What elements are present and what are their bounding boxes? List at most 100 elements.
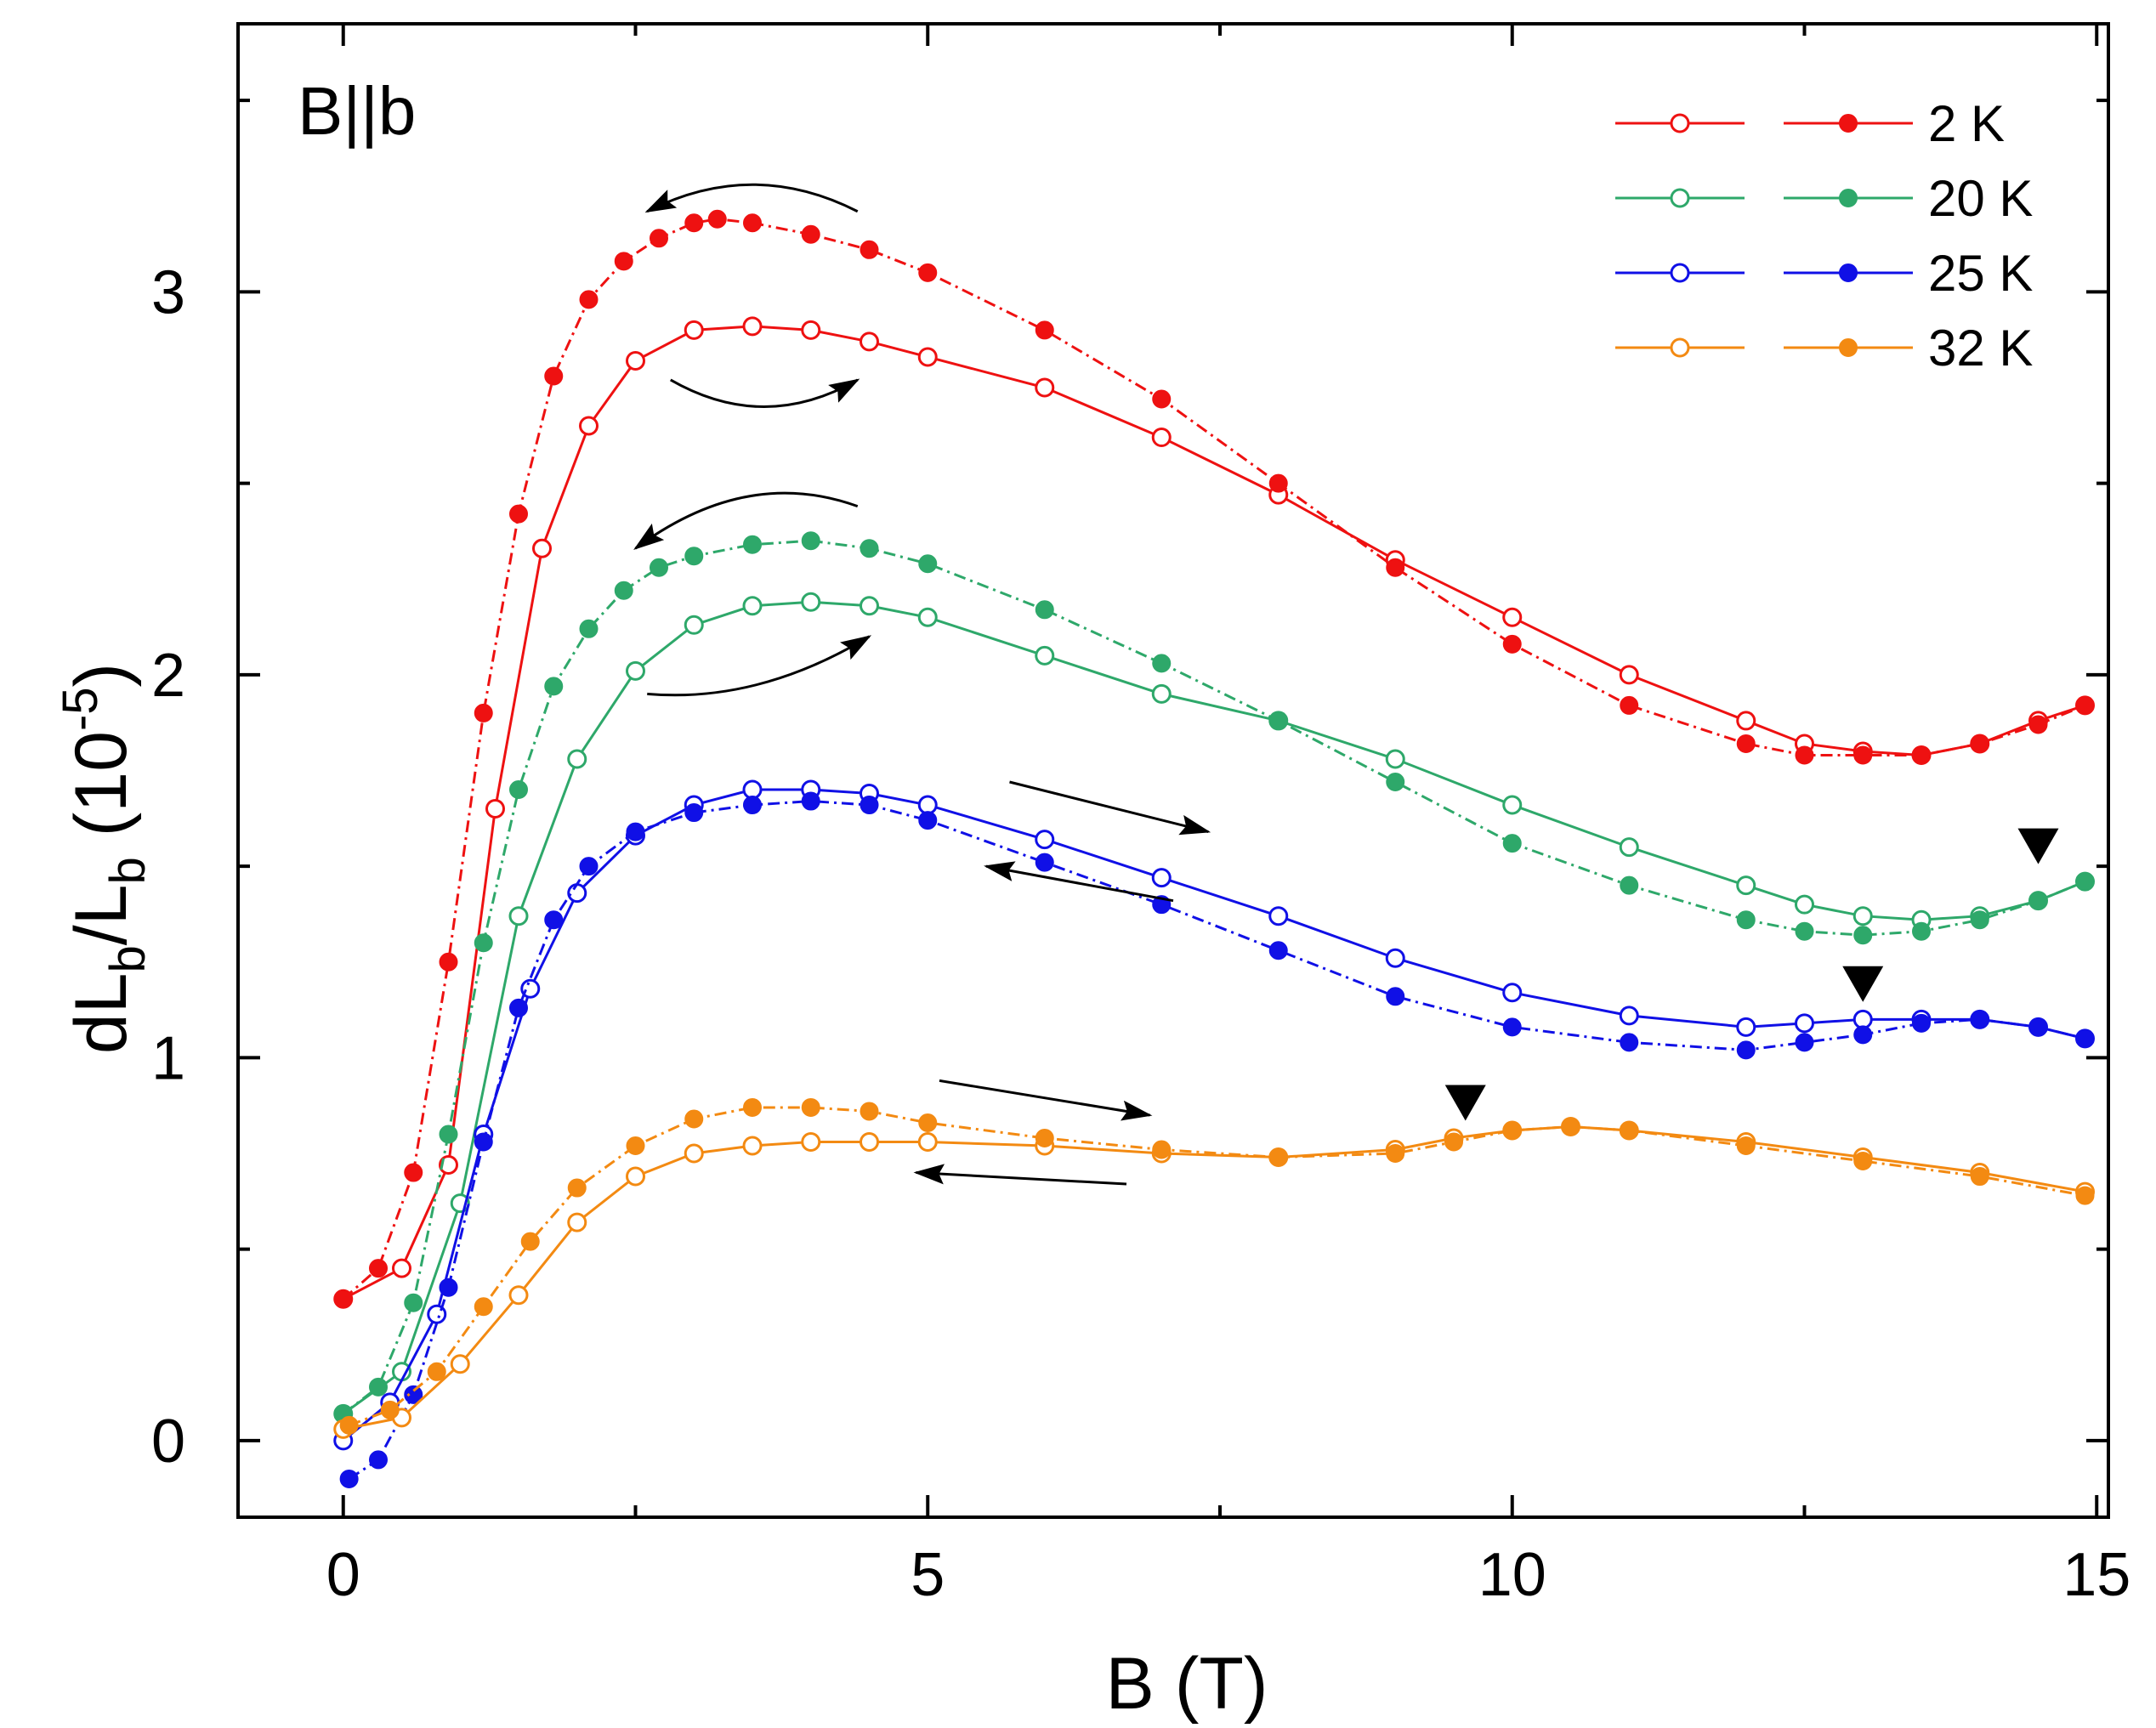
data-point bbox=[1736, 734, 1756, 753]
data-point bbox=[544, 366, 564, 386]
data-point bbox=[614, 581, 633, 600]
data-point bbox=[333, 1289, 353, 1309]
panel-label: B||b bbox=[298, 73, 416, 149]
series-2k-up bbox=[333, 316, 2095, 1309]
series-line bbox=[343, 1125, 2085, 1431]
data-point bbox=[860, 331, 879, 352]
y-tick-label: 0 bbox=[151, 1408, 185, 1476]
data-point bbox=[742, 779, 763, 800]
data-point bbox=[439, 952, 458, 972]
legend-marker-filled bbox=[1839, 189, 1858, 207]
sweep-arrow bbox=[670, 378, 860, 409]
data-point bbox=[1736, 910, 1756, 930]
data-point bbox=[404, 1163, 423, 1182]
data-point bbox=[1853, 1152, 1873, 1171]
data-point bbox=[1736, 875, 1756, 896]
series-25k-up bbox=[333, 779, 2095, 1451]
y-axis-title: dLb/Lb (10-5) bbox=[53, 663, 156, 1054]
data-point bbox=[1795, 894, 1814, 915]
data-point bbox=[684, 1143, 704, 1164]
data-point bbox=[509, 998, 528, 1017]
data-point bbox=[1151, 683, 1172, 704]
data-point bbox=[1502, 607, 1523, 627]
data-point bbox=[743, 796, 762, 815]
data-point bbox=[532, 538, 552, 558]
data-point bbox=[1853, 745, 1873, 765]
data-point bbox=[1386, 1144, 1405, 1164]
series-line bbox=[348, 800, 2085, 1481]
data-point bbox=[439, 1278, 458, 1297]
legend-label: 25 K bbox=[1928, 245, 2033, 302]
data-point bbox=[1035, 320, 1054, 340]
data-point bbox=[509, 504, 528, 524]
legend-entry: 25 K bbox=[1615, 245, 2033, 302]
data-point bbox=[917, 347, 938, 367]
data-point bbox=[918, 1113, 938, 1132]
data-point bbox=[509, 780, 528, 800]
data-point bbox=[520, 1232, 540, 1251]
series-line bbox=[342, 539, 2086, 1415]
data-point bbox=[339, 1469, 359, 1488]
data-point bbox=[369, 1450, 388, 1470]
data-point bbox=[1268, 906, 1289, 926]
legend: 2 K 20 K 25 K 32 K bbox=[1615, 95, 2033, 377]
data-point bbox=[1035, 830, 1055, 850]
legend-marker-open bbox=[1670, 337, 1690, 358]
data-point bbox=[485, 799, 505, 819]
legend-marker-filled bbox=[1839, 338, 1858, 357]
data-point bbox=[626, 660, 645, 681]
data-point bbox=[404, 1385, 423, 1404]
data-point bbox=[801, 592, 821, 612]
data-point bbox=[1035, 645, 1055, 666]
data-point bbox=[1620, 1120, 1639, 1140]
data-point bbox=[544, 677, 564, 696]
data-point bbox=[917, 607, 938, 627]
data-point bbox=[567, 749, 587, 769]
data-point bbox=[1970, 1167, 1989, 1187]
series-25k-down bbox=[339, 791, 2095, 1488]
data-point bbox=[1385, 749, 1405, 769]
data-point bbox=[2075, 695, 2095, 715]
data-point bbox=[1385, 948, 1405, 968]
data-point bbox=[684, 320, 704, 340]
sweep-arrow bbox=[633, 491, 859, 550]
data-point bbox=[801, 791, 820, 811]
data-point bbox=[1620, 875, 1639, 895]
data-point bbox=[2075, 872, 2095, 892]
data-point bbox=[626, 1166, 645, 1187]
data-point bbox=[917, 795, 938, 815]
sweep-arrow bbox=[939, 1079, 1153, 1121]
data-point bbox=[2075, 1028, 2095, 1048]
x-tick-label: 15 bbox=[2062, 1541, 2130, 1609]
data-point bbox=[508, 1285, 529, 1306]
data-point bbox=[742, 596, 763, 616]
legend-marker-filled bbox=[1839, 114, 1858, 133]
data-point bbox=[544, 910, 564, 930]
data-point bbox=[860, 539, 879, 558]
data-point bbox=[1035, 1128, 1054, 1147]
data-point bbox=[474, 1132, 493, 1152]
x-axis-title: B (T) bbox=[1105, 1643, 1268, 1725]
data-point bbox=[860, 240, 879, 259]
data-point bbox=[1852, 906, 1873, 926]
data-point bbox=[1386, 773, 1405, 792]
x-tick-label: 5 bbox=[911, 1541, 945, 1609]
series-line bbox=[342, 788, 2085, 1442]
data-point bbox=[450, 1354, 470, 1374]
data-point bbox=[1970, 734, 1989, 753]
data-point bbox=[860, 796, 879, 815]
data-point bbox=[1912, 745, 1931, 765]
data-point bbox=[1619, 1006, 1639, 1026]
data-point bbox=[579, 619, 599, 638]
data-point bbox=[1502, 1120, 1522, 1140]
data-point bbox=[1912, 1013, 1931, 1033]
data-point bbox=[684, 213, 704, 233]
data-point bbox=[860, 1131, 879, 1152]
data-point bbox=[626, 350, 645, 371]
series-line bbox=[349, 1106, 2085, 1427]
data-point bbox=[1970, 910, 1989, 930]
data-point bbox=[1444, 1132, 1463, 1152]
data-point bbox=[918, 263, 938, 282]
data-point bbox=[1502, 634, 1522, 654]
legend-entry: 32 K bbox=[1615, 320, 2033, 377]
